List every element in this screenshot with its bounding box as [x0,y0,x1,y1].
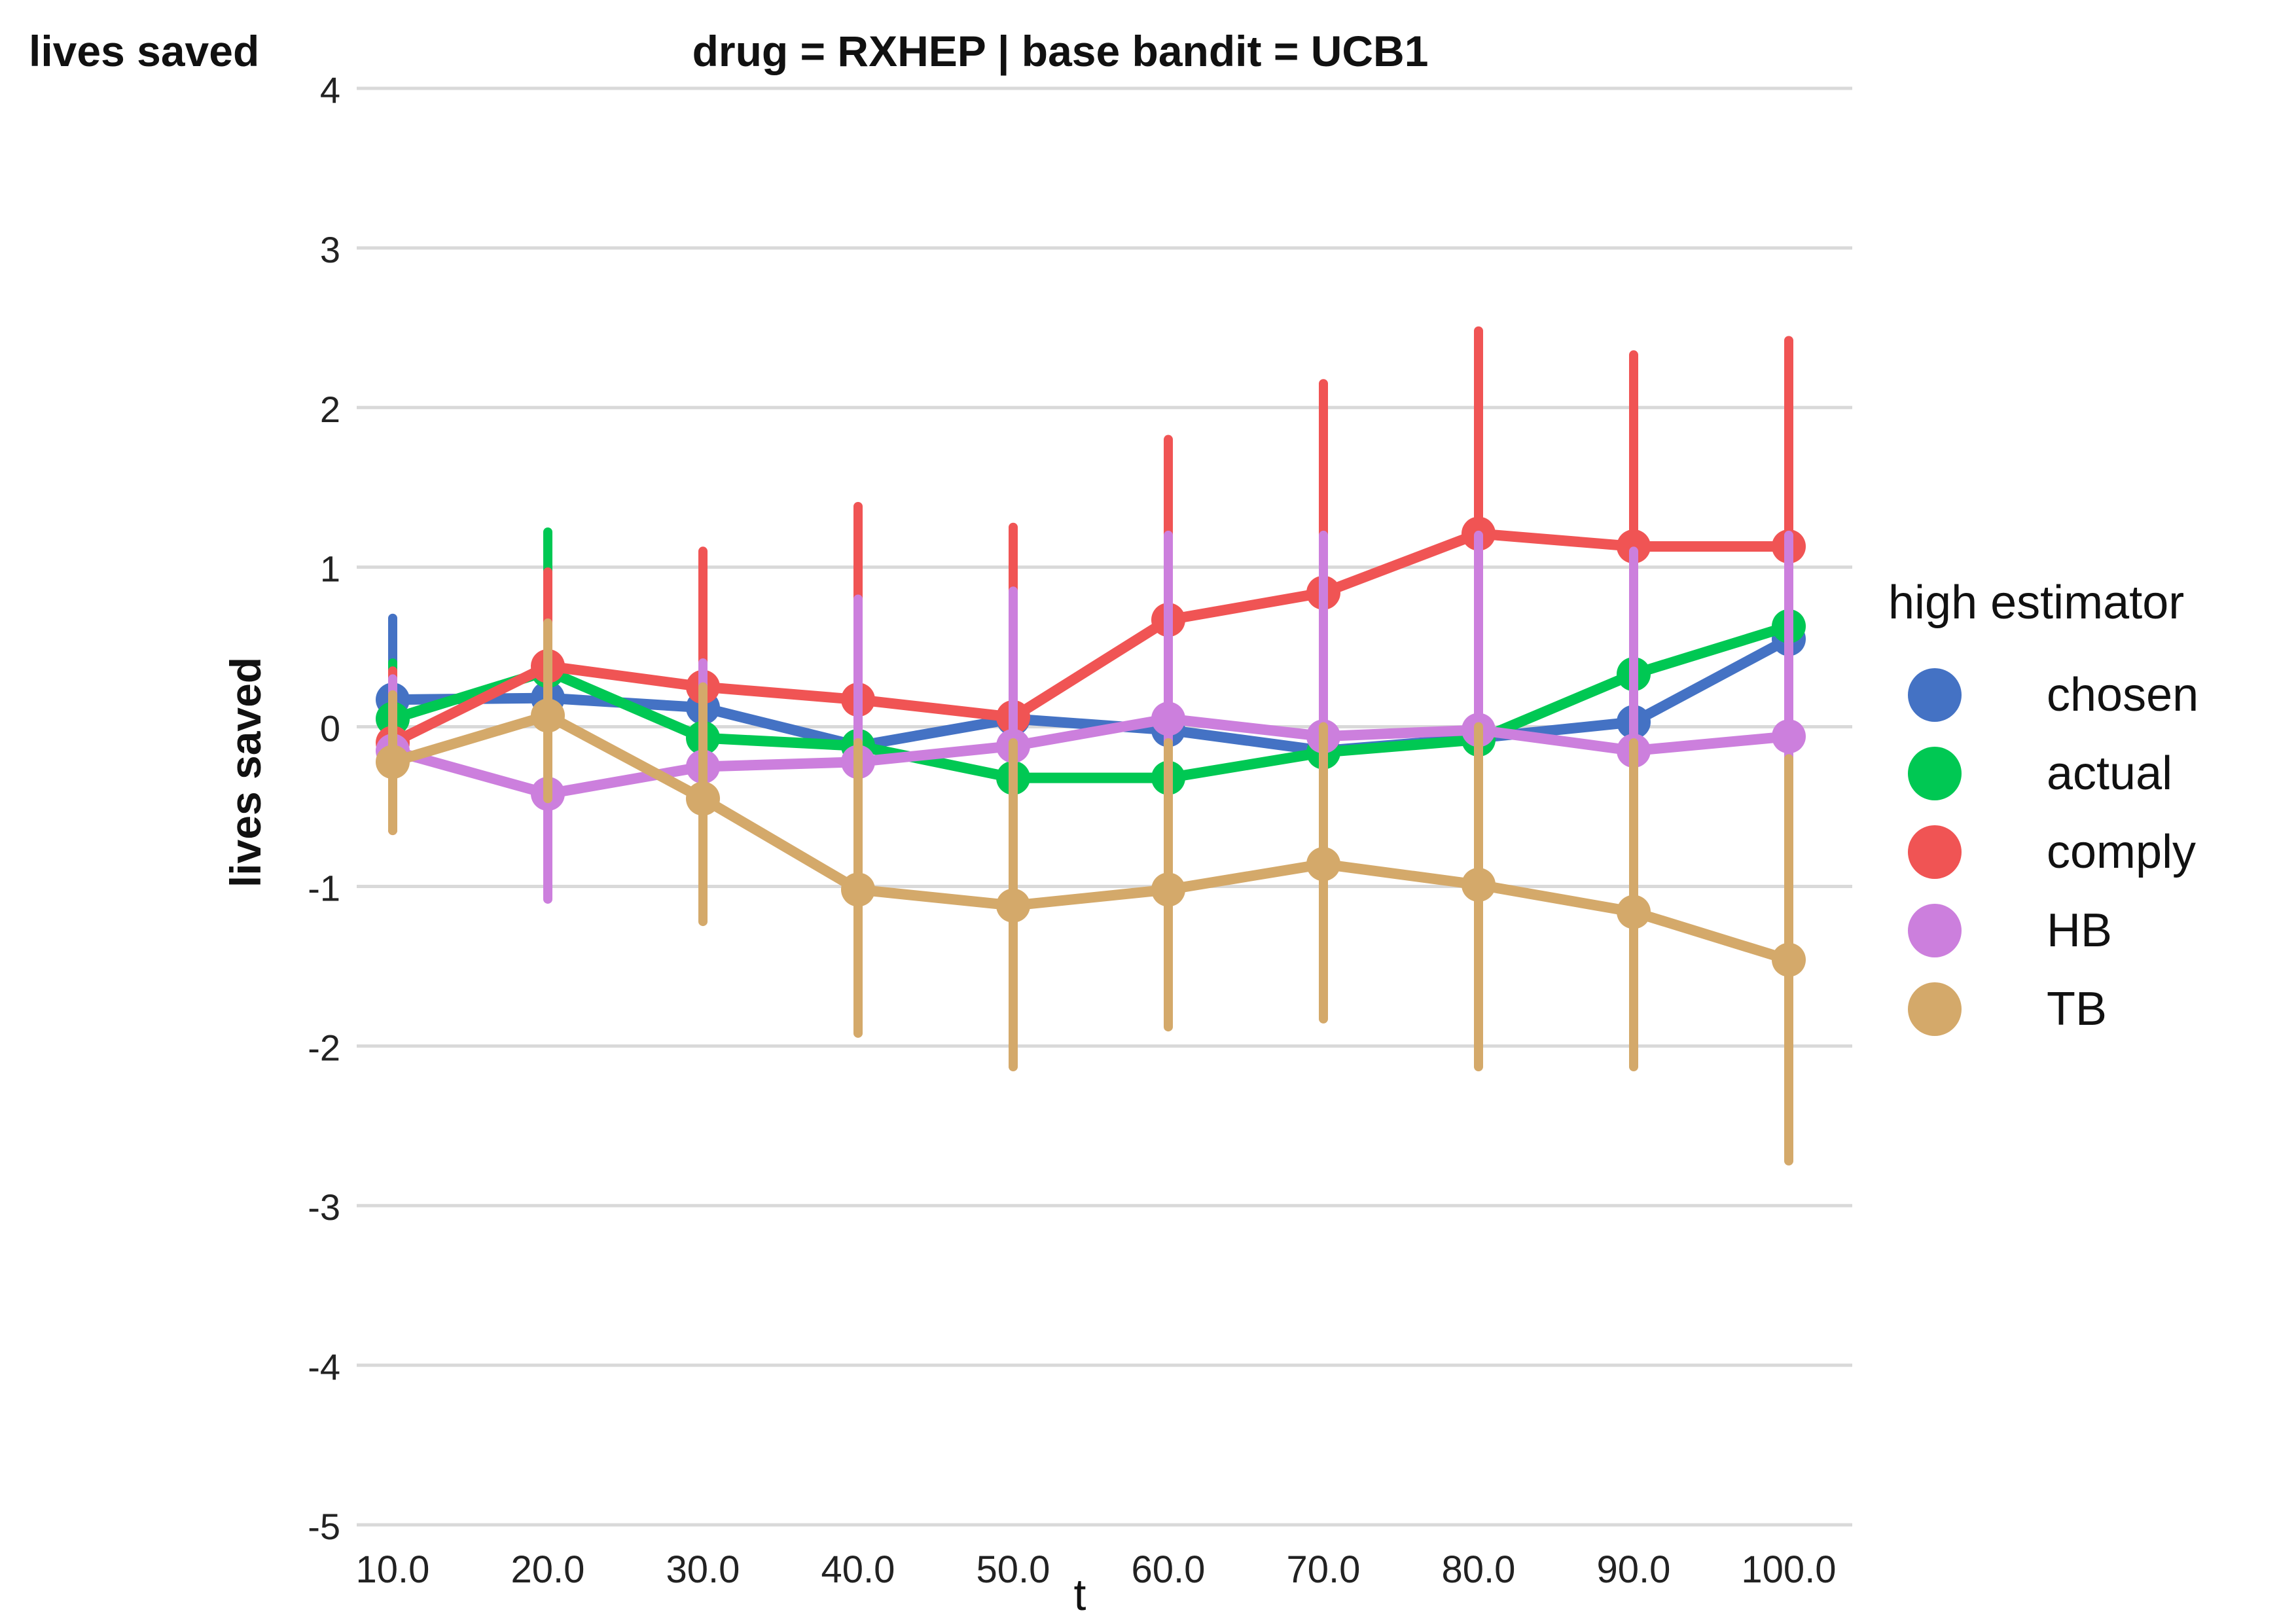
legend-item-chosen: chosen [1888,656,2198,734]
x-tick-label: 10.0 [356,1548,430,1591]
series-line [391,710,1791,965]
data-point [841,872,875,907]
data-point [1151,702,1185,736]
series-line [391,621,1791,783]
legend-label: chosen [2047,669,2199,721]
data-point [1306,847,1340,882]
y-tick-label: -1 [308,867,340,908]
legend-item-comply: comply [1888,813,2198,891]
x-axis-label: t [1074,1570,1086,1620]
series-actual [376,527,1806,859]
y-tick-label: -2 [308,1027,340,1068]
series-comply [376,326,1806,907]
data-point [1617,895,1651,929]
legend-swatch [1908,904,1962,957]
y-tick-label: 4 [320,69,340,111]
legend-swatch [1908,825,1962,879]
series-layer [376,326,1806,1166]
y-tick-labels: 4 3 2 1 0 -1 -2 -3 -4 -5 [308,69,340,1547]
series-tb [376,618,1806,1166]
legend-item-tb: TB [1888,970,2198,1048]
data-point [686,781,720,816]
x-tick-label: 50.0 [977,1548,1050,1591]
x-tick-label: 100.0 [1741,1548,1836,1591]
data-point [1151,872,1185,907]
x-tick-label: 80.0 [1442,1548,1516,1591]
y-tick-label: -4 [308,1346,340,1387]
legend-swatch [1908,982,1962,1036]
legend-swatch [1908,747,1962,800]
legend: high estimator chosen actual comply HB T… [1888,576,2198,1048]
series-hb [376,530,1806,904]
x-tick-label: 30.0 [666,1548,740,1591]
legend-label: TB [2047,983,2108,1035]
legend-swatch [1908,668,1962,722]
data-point [1772,719,1806,754]
x-tick-label: 90.0 [1597,1548,1671,1591]
legend-label: actual [2047,747,2173,800]
corner-y-label: lives saved [29,27,260,75]
data-point [1617,529,1651,563]
data-point [376,745,410,779]
y-tick-label: 1 [320,548,340,590]
y-tick-label: 0 [320,708,340,749]
y-tick-label: -5 [308,1506,340,1547]
gridlines [357,86,1852,1527]
series-line [390,528,1789,748]
chart-title: drug = RXHEP | base bandit = UCB1 [692,27,1429,75]
x-tick-labels: 10.0 20.0 30.0 40.0 50.0 60.0 70.0 80.0 90.0 100.… [356,1548,1837,1591]
legend-title: high estimator [1888,577,2185,629]
x-tick-label: 60.0 [1132,1548,1206,1591]
y-tick-label: 3 [320,229,340,270]
y-axis-label: lives saved [221,657,270,887]
series-line [391,713,1789,799]
data-point [531,698,565,733]
y-tick-label: 2 [320,389,340,430]
y-tick-label: -3 [308,1186,340,1228]
x-tick-label: 70.0 [1287,1548,1361,1591]
legend-item-actual: actual [1888,734,2198,813]
x-tick-label: 20.0 [511,1548,585,1591]
legend-label: comply [2047,826,2197,878]
data-point [1772,942,1806,977]
data-point [996,888,1030,923]
legend-item-hb: HB [1888,891,2198,970]
data-point [1462,868,1496,902]
x-tick-label: 40.0 [821,1548,895,1591]
legend-label: HB [2047,904,2113,957]
